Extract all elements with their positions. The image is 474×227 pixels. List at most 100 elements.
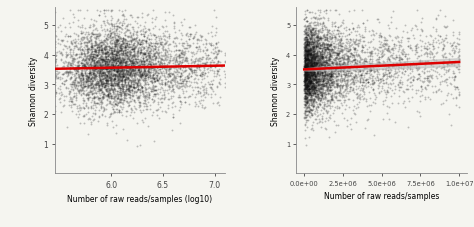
Point bbox=[118, 64, 126, 67]
Point bbox=[316, 43, 323, 47]
Point bbox=[174, 96, 182, 99]
Point bbox=[303, 113, 310, 117]
Point bbox=[88, 71, 96, 74]
Point bbox=[191, 86, 198, 89]
Point bbox=[315, 89, 322, 92]
Point bbox=[150, 92, 157, 96]
Point bbox=[163, 75, 170, 78]
Point bbox=[409, 79, 417, 83]
Point bbox=[151, 72, 158, 75]
Point bbox=[99, 90, 106, 94]
Point bbox=[124, 60, 131, 64]
Point bbox=[165, 75, 173, 79]
Point bbox=[97, 73, 104, 76]
Point bbox=[125, 80, 132, 84]
Point bbox=[133, 84, 141, 88]
Point bbox=[191, 77, 199, 81]
Point bbox=[108, 77, 115, 80]
Point bbox=[150, 93, 158, 96]
Point bbox=[112, 41, 120, 45]
Point bbox=[343, 62, 351, 65]
Point bbox=[329, 61, 337, 64]
Point bbox=[303, 67, 311, 71]
Point bbox=[170, 37, 177, 41]
Point bbox=[123, 25, 130, 29]
Point bbox=[145, 60, 153, 64]
Point bbox=[316, 69, 324, 72]
Point bbox=[97, 67, 105, 71]
Point bbox=[315, 70, 322, 74]
Point bbox=[111, 49, 118, 53]
Point bbox=[328, 81, 336, 84]
Point bbox=[112, 80, 119, 84]
Point bbox=[337, 66, 345, 69]
Point bbox=[319, 50, 326, 54]
Point bbox=[91, 44, 99, 48]
Point bbox=[319, 56, 327, 59]
Point bbox=[69, 96, 77, 99]
Point bbox=[135, 72, 143, 76]
Point bbox=[62, 33, 70, 37]
Point bbox=[323, 73, 330, 77]
Point bbox=[104, 95, 112, 99]
Point bbox=[316, 70, 324, 73]
Point bbox=[303, 97, 311, 101]
Point bbox=[166, 74, 174, 78]
Point bbox=[196, 91, 204, 94]
Point bbox=[169, 84, 177, 87]
Point bbox=[320, 77, 328, 80]
Point bbox=[325, 63, 332, 67]
Point bbox=[87, 77, 95, 80]
Point bbox=[317, 44, 325, 48]
Point bbox=[304, 85, 312, 89]
Point bbox=[301, 76, 309, 80]
Point bbox=[108, 67, 115, 71]
Point bbox=[395, 59, 403, 63]
Point bbox=[168, 73, 176, 77]
Point bbox=[196, 99, 203, 103]
Point bbox=[91, 51, 99, 55]
Point bbox=[322, 34, 329, 38]
Point bbox=[301, 63, 309, 67]
Point bbox=[115, 57, 122, 60]
Point bbox=[82, 31, 90, 35]
Point bbox=[318, 96, 325, 100]
Point bbox=[115, 83, 123, 86]
Point bbox=[308, 94, 315, 97]
Point bbox=[301, 65, 309, 69]
Point bbox=[117, 49, 125, 53]
Point bbox=[115, 55, 123, 58]
Point bbox=[302, 58, 310, 62]
Point bbox=[74, 35, 82, 38]
Point bbox=[107, 71, 114, 75]
Point bbox=[149, 47, 157, 50]
Point bbox=[303, 86, 310, 89]
Point bbox=[412, 47, 419, 51]
Point bbox=[127, 81, 135, 85]
Point bbox=[58, 53, 65, 57]
Point bbox=[400, 91, 408, 94]
Point bbox=[169, 79, 177, 83]
Point bbox=[104, 85, 112, 89]
Point bbox=[92, 81, 100, 85]
Point bbox=[165, 33, 173, 36]
Point bbox=[119, 50, 127, 54]
Point bbox=[151, 80, 159, 84]
Point bbox=[326, 105, 334, 109]
Point bbox=[337, 69, 345, 72]
Point bbox=[318, 31, 325, 35]
Point bbox=[115, 67, 123, 70]
Point bbox=[310, 42, 317, 45]
Point bbox=[113, 71, 120, 75]
Point bbox=[158, 81, 166, 85]
Point bbox=[77, 42, 84, 46]
Point bbox=[118, 77, 126, 80]
Point bbox=[118, 75, 126, 79]
Point bbox=[328, 92, 336, 95]
Point bbox=[364, 118, 372, 121]
Point bbox=[310, 68, 318, 72]
Point bbox=[131, 48, 138, 51]
Point bbox=[302, 76, 310, 79]
Point bbox=[315, 84, 322, 88]
Point bbox=[344, 58, 351, 61]
